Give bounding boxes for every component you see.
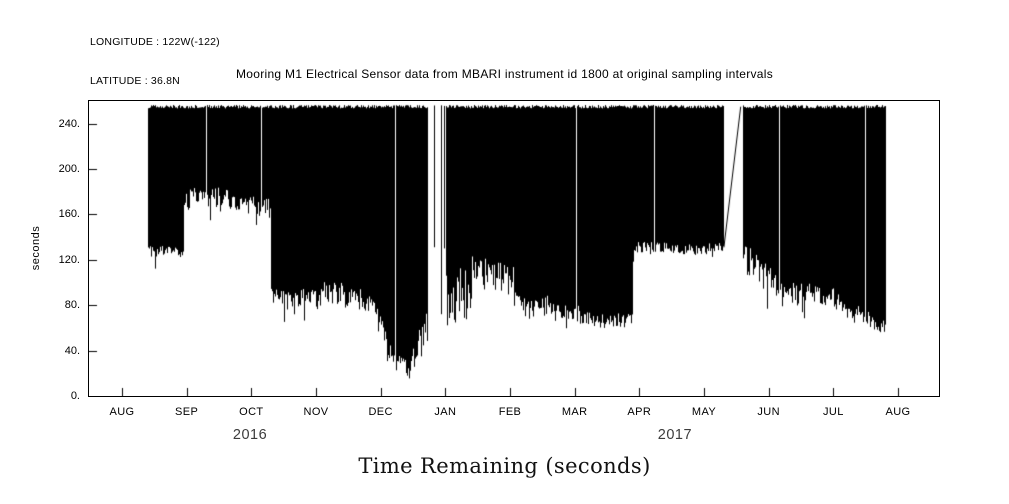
x-tick-label: AUG: [885, 406, 911, 418]
x-tick-label: APR: [627, 406, 652, 418]
y-tick-label: 80.: [64, 299, 80, 312]
x-tick-label: MAY: [691, 406, 717, 418]
y-tick-label: 120.: [58, 253, 80, 266]
bottom-axis-title: Time Remaining (seconds): [358, 454, 651, 478]
latitude-text: LATITUDE : 36.8N: [90, 75, 180, 87]
timeseries-canvas: [89, 101, 939, 396]
y-tick-label: 240.: [58, 117, 80, 130]
x-tick-label: JUL: [822, 406, 844, 418]
x-tick-label: FEB: [498, 406, 522, 418]
y-tick-label: 200.: [58, 163, 80, 176]
x-tick-label: NOV: [303, 406, 329, 418]
y-tick-label: 160.: [58, 208, 80, 221]
x-tick-label: MAR: [561, 406, 588, 418]
longitude-text: LONGITUDE : 122W(-122): [90, 36, 220, 48]
x-tick-label: JUN: [757, 406, 780, 418]
x-tick-label: JAN: [434, 406, 457, 418]
x-tick-label: DEC: [368, 406, 393, 418]
chart-title: Mooring M1 Electrical Sensor data from M…: [235, 67, 774, 81]
year-label: 2016: [232, 427, 268, 443]
y-tick-label: 40.: [64, 344, 80, 357]
plot-area: [88, 100, 940, 397]
y-tick-label: 0.: [70, 390, 80, 402]
x-tick-label: SEP: [175, 406, 199, 418]
x-tick-label: AUG: [109, 406, 135, 418]
year-label: 2017: [657, 427, 693, 443]
x-tick-label: OCT: [239, 406, 264, 418]
